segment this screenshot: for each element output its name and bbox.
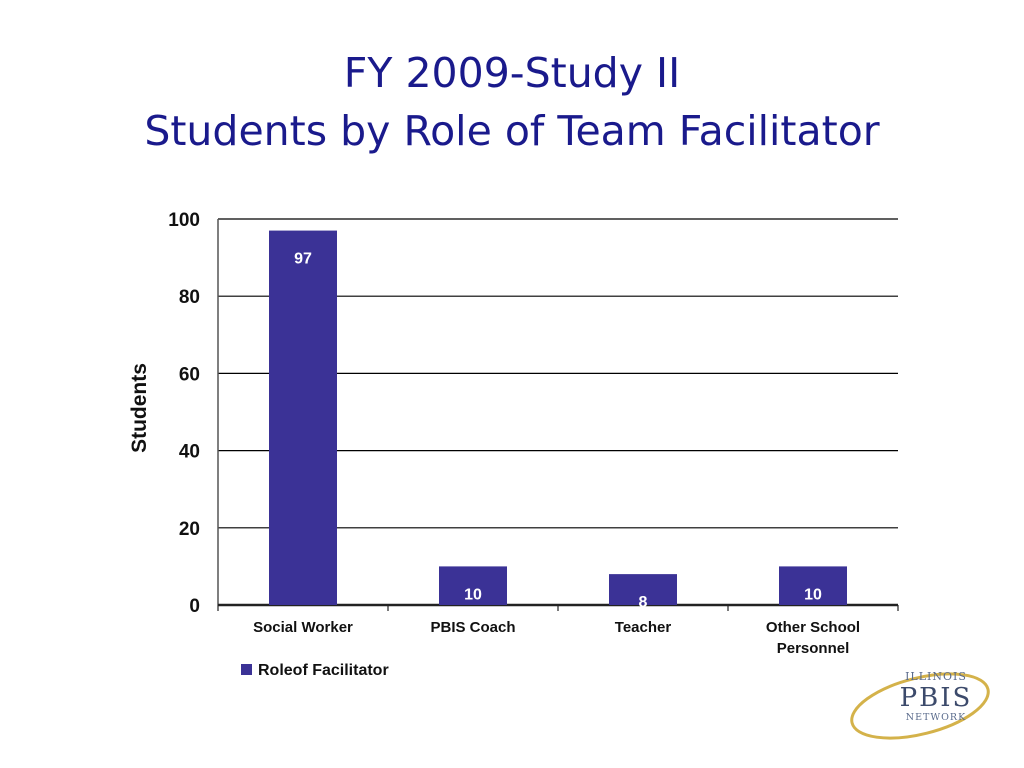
bar-value-label: 8 xyxy=(639,594,648,611)
y-axis-title: Students xyxy=(128,363,151,453)
x-tick-label: Teacher xyxy=(615,619,672,636)
logo-line-3: NETWORK xyxy=(906,712,966,723)
y-tick-label: 60 xyxy=(179,364,200,385)
illinois-pbis-network-logo: ILLINOIS PBIS NETWORK xyxy=(850,670,990,740)
slide-title-line-2: Students by Role of Team Facilitator xyxy=(144,107,880,155)
legend-label: Roleof Facilitator xyxy=(258,662,389,679)
y-tick-label: 100 xyxy=(168,210,200,231)
logo-line-2: PBIS xyxy=(900,683,973,713)
bar xyxy=(779,566,847,605)
logo-ring xyxy=(850,672,990,740)
y-tick-label: 80 xyxy=(179,287,200,308)
slide-title-line-1: FY 2009-Study II xyxy=(343,49,681,97)
x-tick-label: Personnel xyxy=(777,640,850,657)
y-tick-label: 20 xyxy=(179,519,200,540)
bar-value-label: 10 xyxy=(804,586,822,603)
legend-swatch xyxy=(241,664,252,675)
x-tick-label: Other School xyxy=(766,619,860,636)
x-tick-label: PBIS Coach xyxy=(430,619,515,636)
y-tick-label: 0 xyxy=(189,596,200,617)
bar xyxy=(269,230,337,605)
slide-title: FY 2009-Study II Students by Role of Tea… xyxy=(0,44,1024,160)
bar-value-label: 97 xyxy=(294,251,312,268)
logo-line-1: ILLINOIS xyxy=(905,670,967,683)
x-tick-label: Social Worker xyxy=(253,619,353,636)
bar-value-label: 10 xyxy=(464,586,482,603)
bar xyxy=(609,574,677,605)
y-tick-label: 40 xyxy=(179,442,200,463)
bar xyxy=(439,566,507,605)
